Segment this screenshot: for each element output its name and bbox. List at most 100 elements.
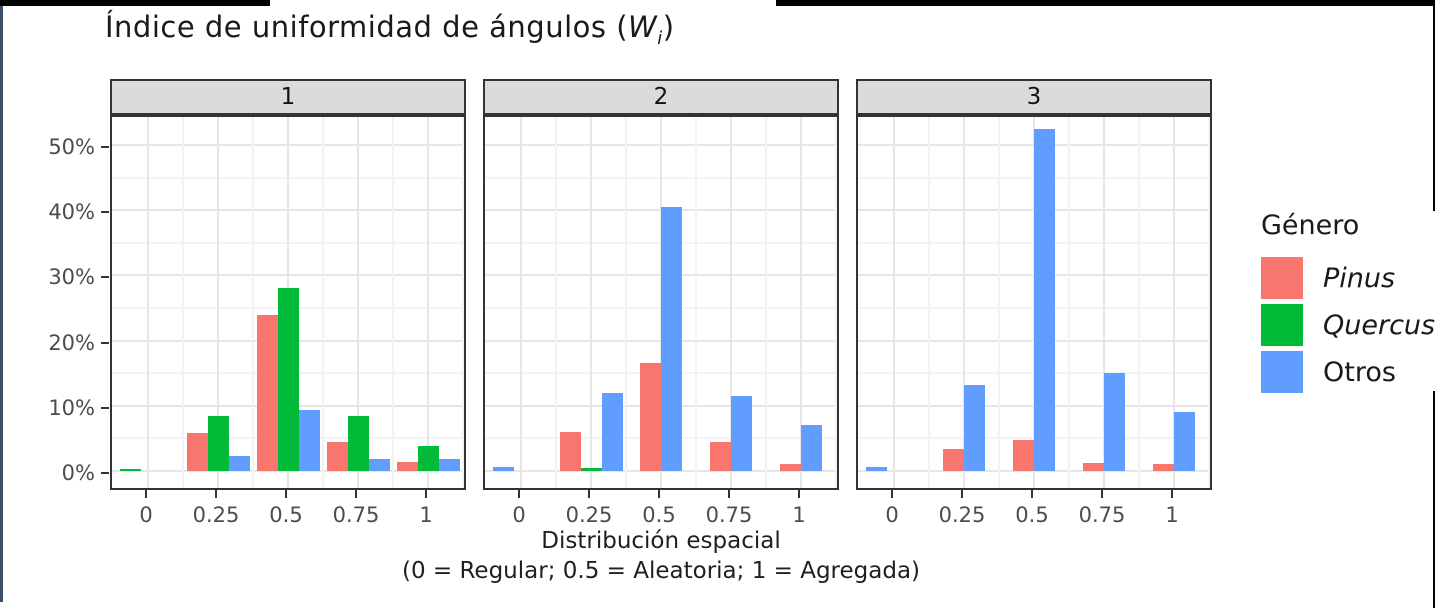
gridline-major-vertical [520, 117, 522, 488]
gridline-minor-vertical [1208, 117, 1210, 488]
y-tick-label: 0% [61, 461, 95, 485]
x-tick-mark [145, 490, 147, 498]
y-tick-label: 40% [48, 200, 95, 225]
legend-label: Otros [1323, 356, 1396, 388]
bar-quercus [277, 288, 299, 471]
gridline-major-vertical [147, 117, 149, 488]
x-tick-mark [1031, 490, 1033, 498]
legend-item-quercus: Quercus [1261, 304, 1435, 346]
legend-title: Género [1261, 210, 1360, 241]
bar-otros [228, 456, 250, 471]
bar-otros [1104, 373, 1125, 471]
bar-otros [731, 396, 752, 471]
bar-pinus [559, 431, 581, 471]
bar-otros [493, 467, 514, 471]
legend-label: Pinus [1323, 262, 1396, 294]
y-tick-label: 30% [48, 265, 95, 290]
facet-panel-1: 1 0 0.25 0.5 0.75 1 [110, 79, 466, 527]
y-tick-mark [101, 146, 109, 148]
gridline-major-vertical [800, 117, 802, 488]
legend-item-otros: Otros [1261, 351, 1435, 393]
gridline-minor-vertical [1138, 117, 1140, 488]
bar-otros [1174, 412, 1195, 471]
x-tick-mark [355, 490, 357, 498]
x-tick-label: 1 [419, 503, 433, 527]
gridline-minor-vertical [252, 117, 254, 488]
panel-plot-area [483, 115, 839, 490]
legend-swatch [1261, 257, 1303, 299]
facet-strip: 3 [856, 79, 1212, 115]
gridline-major-vertical [590, 117, 592, 488]
x-tick-mark [658, 490, 660, 498]
window-top-border-left [0, 0, 270, 6]
x-tick-label: 0 [885, 503, 899, 527]
x-tick-label: 0.75 [332, 503, 380, 527]
x-tick-label: 0.75 [705, 503, 753, 527]
x-tick-mark [891, 490, 893, 498]
gridline-minor-vertical [462, 117, 464, 488]
bar-otros [298, 409, 320, 471]
gridline-major-vertical [963, 117, 965, 488]
legend-item-pinus: Pinus [1261, 257, 1435, 299]
legend-swatch [1261, 351, 1303, 393]
gridline-minor-vertical [625, 117, 627, 488]
x-tick-mark [588, 490, 590, 498]
gridline-minor-vertical [765, 117, 767, 488]
bar-pinus [780, 463, 801, 471]
facet-strip: 1 [110, 79, 466, 115]
y-tick-label: 10% [48, 395, 95, 420]
gridline-major-vertical [427, 117, 429, 488]
x-tick-label: 0.25 [192, 503, 240, 527]
bar-pinus [326, 441, 348, 471]
y-tick-mark [101, 406, 109, 409]
gridline-minor-vertical [555, 117, 557, 488]
gridline-minor-vertical [835, 117, 837, 488]
x-tick-label: 0.25 [938, 503, 986, 527]
x-tick-label: 0.75 [1078, 503, 1126, 527]
y-tick-mark [101, 276, 109, 279]
legend-label: Quercus [1323, 309, 1435, 341]
bar-pinus [1013, 440, 1034, 471]
facet-panel-2: 2 0 0.25 0.5 0.75 1 [483, 79, 839, 527]
bar-quercus [120, 469, 141, 471]
x-tick-mark [215, 490, 217, 498]
x-tick-mark [1171, 490, 1173, 498]
bar-pinus [1083, 463, 1104, 471]
x-tick-label: 0.25 [565, 503, 613, 527]
bar-pinus [710, 442, 731, 471]
bar-otros [1034, 128, 1055, 471]
x-tick-mark [425, 490, 427, 498]
bar-otros [368, 459, 390, 471]
bar-otros [661, 206, 682, 471]
bar-pinus [256, 314, 278, 471]
bar-pinus [186, 433, 208, 471]
legend-swatch [1261, 304, 1303, 346]
x-axis-title-line1: Distribución espacial [541, 528, 781, 554]
bar-quercus [207, 416, 229, 471]
x-tick-mark [728, 490, 730, 498]
bar-quercus [417, 446, 439, 471]
window-right-border-bottom [1433, 391, 1435, 608]
gridline-major-vertical [730, 117, 732, 488]
gridline-major-vertical [357, 117, 359, 488]
window-left-border [0, 6, 3, 602]
x-tick-mark [518, 490, 520, 498]
gridline-minor-vertical [322, 117, 324, 488]
x-tick-mark [1101, 490, 1103, 498]
y-tick-mark [101, 341, 109, 344]
facet-panel-3: 3 0 0.25 0.5 0.75 1 [856, 79, 1212, 527]
x-tick-mark [961, 490, 963, 498]
x-tick-label: 1 [1165, 503, 1179, 527]
gridline-major-vertical [1103, 117, 1105, 488]
facet-strip: 2 [483, 79, 839, 115]
x-axis-title: Distribución espacial (0 = Regular; 0.5 … [110, 528, 1212, 584]
gridline-major-vertical [1173, 117, 1175, 488]
bar-pinus [640, 363, 661, 471]
bar-otros [801, 425, 822, 471]
bar-otros [601, 392, 623, 471]
gridline-minor-vertical [695, 117, 697, 488]
bar-quercus [347, 416, 369, 471]
gridline-major-vertical [893, 117, 895, 488]
x-tick-label: 0.5 [269, 503, 303, 527]
